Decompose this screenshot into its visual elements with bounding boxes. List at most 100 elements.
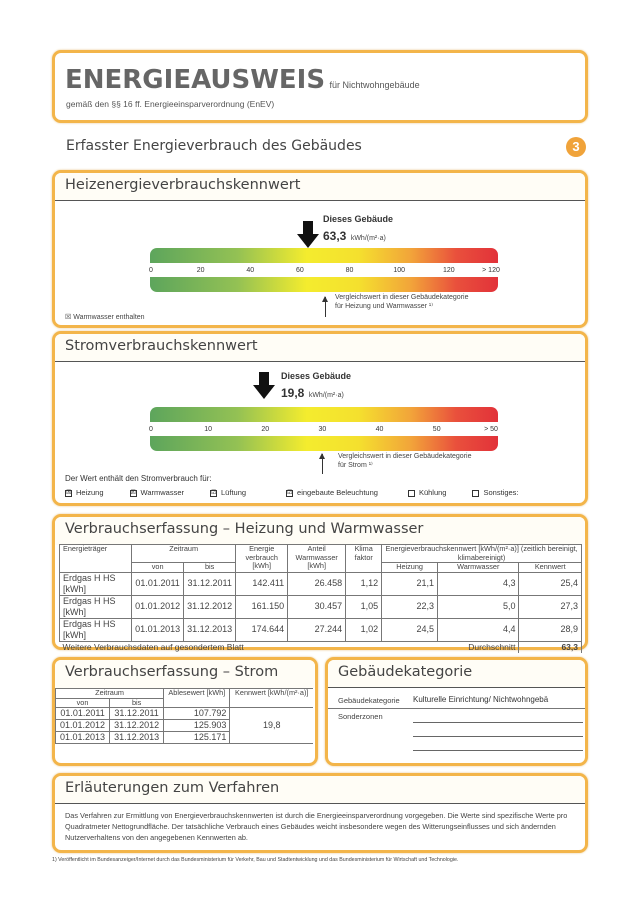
col-header: Kennwert [kWh/(m²·a)] (229, 688, 313, 708)
comparison-text-line: Vergleichswert in dieser Gebäudekategori… (338, 453, 472, 460)
building-value-line: 63,3 kWh/(m²·a) (323, 227, 386, 245)
table-cell: 01.01.2011 (54, 707, 111, 720)
table-cell: 01.01.2012 (131, 594, 185, 619)
table-cell: 5,0 (436, 594, 520, 619)
scale-tick-label: 120 (442, 267, 455, 274)
checkbox-label: Warmwasser (140, 488, 185, 497)
building-unit: kWh/(m²·a) (350, 235, 386, 242)
col-header: Energieträger (58, 544, 133, 573)
explanation-box: Erläuterungen zum Verfahren Das Verfahre… (52, 773, 588, 853)
table-cell: 1,02 (345, 617, 383, 642)
includes-checkbox[interactable]: Sonstiges: (472, 488, 519, 497)
checkbox-mark (472, 489, 480, 497)
col-header: Kennwert (518, 562, 582, 573)
col-header: Zeitraum (54, 688, 165, 699)
table-cell: Erdgas H HS [kWh] (58, 571, 133, 596)
heating-consumption-box: Verbrauchserfassung – Heizung und Warmwa… (52, 514, 588, 653)
col-header: bis (109, 697, 165, 708)
col-header: Warmwasser (436, 562, 520, 573)
scale-tick-label: 40 (375, 426, 384, 433)
power-title: Stromverbrauchskennwert (55, 334, 585, 362)
includes-checkbox-list: ☒ Heizung ☒ Warmwasser ☑ Lüftung ☑ eingebaute B… (65, 488, 519, 497)
col-header: Energieverbrauchskennwert [kWh/(m²·a)] (… (381, 544, 582, 563)
scale-tick-label: 0 (149, 267, 153, 274)
power-consumption-table: Zeitraum Ablesewert [kWh] Kennwert [kWh/(m… (54, 688, 313, 744)
checkbox-label: Heizung (76, 488, 104, 497)
table-cell: 27.244 (287, 617, 347, 642)
heating-consumption-table: Energieträger Zeitraum Energie verbrauch [… (58, 544, 582, 653)
checkbox-label: Kühlung (418, 488, 447, 497)
footer-note-text: Weitere Verbrauchsdaten auf gesondertem … (62, 641, 244, 652)
includes-checkbox[interactable]: Kühlung (407, 488, 447, 497)
scale-tick-label: > 120 (482, 267, 500, 274)
col-header: Klima faktor (345, 544, 383, 573)
divider (328, 708, 585, 709)
checkbox-label: Sonstiges: (483, 488, 519, 497)
table-cell: 01.01.2012 (54, 719, 111, 732)
comparison-text: Vergleichswert in dieser Gebäudekategori… (335, 293, 468, 311)
scale-tick-label: 30 (318, 426, 327, 433)
table-cell: 1,05 (345, 594, 383, 619)
table-cell: 31.12.2012 (109, 719, 165, 732)
scale-tick-label: 60 (295, 267, 304, 274)
scale-tick-label: 40 (246, 267, 255, 274)
includes-label: Der Wert enthält den Stromverbrauch für: (65, 474, 212, 483)
table-cell: 4,3 (436, 571, 520, 596)
includes-checkbox[interactable]: ☑ eingebaute Beleuchtung (286, 488, 378, 497)
table-cell: Erdgas H HS [kWh] (58, 594, 133, 619)
scale-tick-label: 20 (196, 267, 205, 274)
table-cell: 107.792 (163, 707, 231, 720)
checkbox-mark: ☒ (129, 489, 137, 497)
checkbox-mark (407, 489, 415, 497)
power-consumption-title: Verbrauchserfassung – Strom (55, 660, 315, 688)
comparison-text-line: für Heizung und Warmwasser ¹⁾ (335, 303, 433, 310)
comparison-text-line: Vergleichswert in dieser Gebäudekategori… (335, 294, 469, 301)
building-value: 19,8 (281, 386, 305, 400)
col-header: Heizung (381, 562, 438, 573)
table-cell: Erdgas H HS [kWh] (58, 617, 133, 642)
building-category-title: Gebäudekategorie (328, 660, 585, 688)
scale-tick-label: 20 (261, 426, 270, 433)
table-cell: 01.01.2013 (131, 617, 185, 642)
table-cell: 31.12.2011 (109, 707, 165, 720)
scale-tick-label: 50 (432, 426, 441, 433)
col-header: von (131, 562, 185, 573)
comparison-arrow-icon (319, 453, 326, 474)
table-cell: 01.01.2013 (54, 731, 111, 744)
building-value: 63,3 (323, 229, 347, 243)
scale-bar-bottom (150, 277, 498, 292)
building-unit: kWh/(m²·a) (308, 392, 344, 399)
includes-checkbox[interactable]: ☑ Lüftung (210, 488, 246, 497)
includes-checkbox[interactable]: ☒ Warmwasser (129, 488, 185, 497)
table-cell: 24,5 (381, 617, 438, 642)
scale-bar-bottom (150, 436, 498, 451)
col-header: von (54, 697, 111, 708)
col-header: Ablesewert [kWh] (163, 688, 231, 708)
footnote: 1) Veröffentlicht im Bundesanzeiger/Inte… (52, 857, 459, 863)
power-consumption-box: Verbrauchserfassung – Strom Zeitraum Able… (52, 657, 318, 766)
scale-tick-label: 10 (204, 426, 213, 433)
table-row: Erdgas H HS [kWh] 01.01.2011 31.12.2011 142… (58, 571, 582, 596)
table-cell: 26.458 (287, 571, 347, 596)
scale-tick-label: > 50 (484, 426, 498, 433)
table-cell: 4,4 (436, 617, 520, 642)
table-cell: 25,4 (518, 571, 582, 596)
average-label: Durchschnitt (468, 641, 516, 652)
average-value: 63,3 (518, 640, 582, 653)
special-zones-label: Sonderzonen (338, 712, 383, 721)
title-line: ENERGIEAUSWEIS für Nichtwohngebäude (65, 65, 420, 95)
scale-tick-label: 80 (345, 267, 354, 274)
document-title-suffix: für Nichtwohngebäude (329, 80, 420, 90)
warmwater-checkbox[interactable]: ☒ Warmwasser enthalten (65, 313, 145, 321)
table-row: Erdgas H HS [kWh] 01.01.2013 31.12.2013 174… (58, 617, 582, 642)
table-cell: 161.150 (235, 594, 289, 619)
includes-checkbox[interactable]: ☒ Heizung (65, 488, 104, 497)
checkbox-label: Warmwasser enthalten (73, 314, 145, 321)
col-header: Anteil Warmwasser [kWh] (287, 544, 347, 573)
table-cell: 125.903 (163, 719, 231, 732)
checkbox-label: eingebaute Beleuchtung (297, 488, 378, 497)
power-kennwert-box: Stromverbrauchskennwert Dieses Gebäude 1… (52, 331, 588, 506)
checkbox-mark: ☑ (286, 489, 294, 497)
table-cell: 142.411 (235, 571, 289, 596)
table-cell: 22,3 (381, 594, 438, 619)
